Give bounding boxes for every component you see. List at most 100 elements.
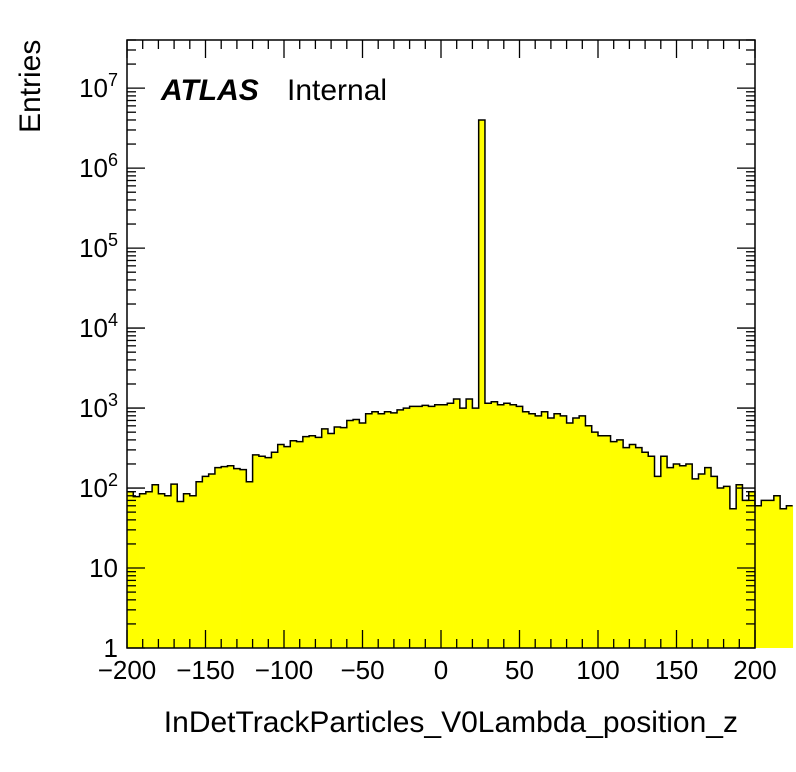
experiment-label: ATLAS	[160, 74, 259, 107]
histogram-bar	[667, 467, 674, 648]
histogram-bar	[422, 405, 429, 648]
status-label: Internal	[287, 74, 387, 107]
x-tick-label: 100	[576, 655, 619, 685]
histogram-bar	[233, 468, 241, 648]
y-tick-label: 104	[79, 310, 118, 343]
histogram-bar	[277, 444, 285, 648]
histogram-bar	[641, 452, 649, 648]
y-tick-label: 107	[79, 70, 118, 103]
histogram-bar	[629, 444, 637, 648]
histogram-bar	[183, 493, 191, 648]
histogram-bar	[202, 476, 210, 648]
histogram-bar	[755, 505, 762, 648]
histogram-bar	[321, 428, 329, 648]
histogram-bar	[409, 406, 417, 648]
histogram-bar	[541, 411, 549, 648]
histogram-bar	[503, 403, 511, 648]
y-tick-label: 106	[79, 150, 118, 183]
histogram-bar	[309, 435, 316, 648]
histogram-bar	[453, 398, 461, 648]
x-tick-label: 0	[434, 655, 448, 685]
y-tick-label: 105	[79, 230, 118, 263]
histogram-bar	[560, 415, 567, 648]
histogram-bar	[158, 493, 166, 648]
histogram-bar	[265, 457, 272, 648]
histogram-bar	[252, 454, 260, 648]
histogram-bar	[761, 500, 768, 648]
histogram-bar	[334, 426, 341, 648]
histogram-bar	[748, 491, 756, 648]
histogram-bar	[359, 423, 367, 648]
histogram-bar	[685, 463, 693, 648]
histogram-bar	[742, 500, 750, 648]
histogram-bar	[271, 452, 279, 648]
histogram-bar	[127, 491, 134, 648]
histogram-bar	[723, 486, 731, 648]
x-tick-label: −50	[340, 655, 384, 685]
histogram-bar	[365, 413, 373, 648]
x-axis-title: InDetTrackParticles_V0Lambda_position_z	[164, 706, 738, 739]
y-tick-label: 1	[104, 633, 118, 663]
histogram-bar	[767, 500, 775, 648]
histogram-bar	[736, 484, 743, 648]
histogram-bar	[717, 488, 724, 648]
histogram-bar	[177, 501, 184, 648]
histogram-bar	[441, 404, 448, 648]
histogram-bar	[478, 119, 486, 648]
histogram-bar	[610, 441, 618, 648]
histogram-bar	[221, 466, 228, 648]
x-tick-label: 150	[655, 655, 698, 685]
histogram-bar	[447, 403, 454, 648]
histogram-bar	[516, 406, 524, 648]
histogram-bar	[327, 433, 335, 648]
histogram-bar	[240, 469, 247, 648]
histogram-bar	[579, 415, 586, 648]
y-tick-label: 10	[89, 553, 118, 583]
histogram-bars	[127, 119, 794, 648]
histogram-bar	[585, 425, 593, 648]
histogram-bar	[290, 440, 297, 648]
histogram-bar	[635, 447, 643, 648]
histogram-bar	[692, 478, 699, 648]
x-tick-label: 200	[733, 655, 776, 685]
histogram-bar	[227, 465, 235, 648]
histogram-bar	[340, 427, 348, 648]
histogram-bar	[466, 398, 473, 648]
histogram-bar	[403, 408, 410, 648]
histogram-bar	[302, 436, 310, 648]
histogram-bar	[428, 406, 436, 648]
histogram-bar	[397, 409, 404, 648]
histogram-bar	[296, 441, 304, 648]
histogram-bar	[353, 419, 360, 648]
histogram-bar	[554, 413, 561, 648]
histogram-bar	[729, 508, 737, 648]
histogram-bar	[170, 484, 178, 648]
histogram-bar	[780, 508, 787, 648]
histogram-bar	[654, 476, 662, 648]
histogram-bar	[189, 495, 197, 648]
histogram-bar	[623, 447, 630, 648]
histogram-bar	[698, 473, 706, 648]
histogram-bar	[346, 420, 354, 648]
histogram-bar	[522, 411, 530, 648]
y-tick-label: 103	[79, 390, 118, 423]
histogram-bar	[371, 411, 379, 648]
histogram-bar	[415, 406, 423, 648]
histogram-bar	[472, 408, 480, 648]
histogram-bar	[208, 473, 216, 648]
histogram-outline	[127, 119, 793, 510]
histogram-bar	[572, 418, 580, 648]
x-axis-ticks: −200 −150 −100 −50 0 50 100 150 200	[98, 40, 777, 685]
histogram-bar	[598, 435, 605, 648]
histogram-bar	[152, 484, 159, 648]
histogram-bar	[566, 423, 574, 648]
histogram-bar	[648, 456, 655, 648]
x-tick-label: 50	[505, 655, 534, 685]
histogram-bar	[660, 456, 668, 648]
histogram-bar	[704, 467, 712, 648]
x-tick-label: −100	[255, 655, 314, 685]
y-axis-title: Entries	[14, 40, 47, 133]
histogram-bar	[164, 495, 172, 648]
histogram-bar	[390, 412, 398, 648]
